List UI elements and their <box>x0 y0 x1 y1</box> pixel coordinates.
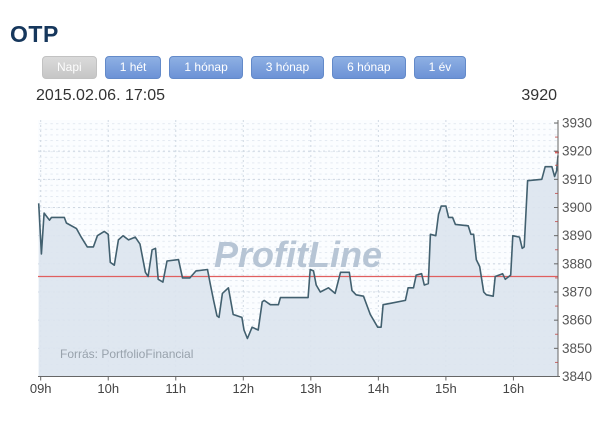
watermark: ProfitLine <box>214 234 382 275</box>
y-axis-label: 3910 <box>562 172 592 187</box>
x-axis-label: 09h <box>30 381 52 396</box>
y-axis-label: 3930 <box>562 116 592 131</box>
source-credit: Forrás: PortfolioFinancial <box>60 347 193 361</box>
range-button-3honap[interactable]: 3 hónap <box>250 56 325 79</box>
quote-row: 2015.02.06. 17:05 3920 <box>36 87 557 105</box>
y-axis-label: 3890 <box>562 228 592 243</box>
range-toolbar: Napi 1 hét 1 hónap 3 hónap 6 hónap 1 év <box>42 56 474 79</box>
x-axis-label: 11h <box>165 381 186 396</box>
x-axis-label: 14h <box>368 381 390 396</box>
x-axis-label: 13h <box>300 381 322 396</box>
y-axis-label: 3920 <box>562 144 592 159</box>
price-line <box>37 155 559 340</box>
page-title: OTP <box>10 21 59 48</box>
range-button-1het[interactable]: 1 hét <box>104 56 162 79</box>
y-axis-label: 3880 <box>562 256 592 271</box>
y-axis-label: 3860 <box>562 313 592 328</box>
x-axis-label: 16h <box>503 381 525 396</box>
range-button-1honap[interactable]: 1 hónap <box>169 56 243 79</box>
y-axis-label: 3900 <box>562 200 592 215</box>
x-axis-label: 15h <box>435 381 457 396</box>
y-axis-label: 3840 <box>562 369 592 384</box>
x-axis-label: 12h <box>232 381 254 396</box>
quote-datetime: 2015.02.06. 17:05 <box>36 87 166 104</box>
range-button-1ev[interactable]: 1 év <box>413 56 467 79</box>
range-button-napi[interactable]: Napi <box>42 56 97 79</box>
quote-last-price: 3920 <box>521 87 557 104</box>
y-axis-label: 3850 <box>562 341 592 356</box>
y-axis-label: 3870 <box>562 285 592 300</box>
x-axis-label: 10h <box>97 381 119 396</box>
price-area-fill <box>38 155 558 377</box>
range-button-6honap[interactable]: 6 hónap <box>332 56 406 79</box>
